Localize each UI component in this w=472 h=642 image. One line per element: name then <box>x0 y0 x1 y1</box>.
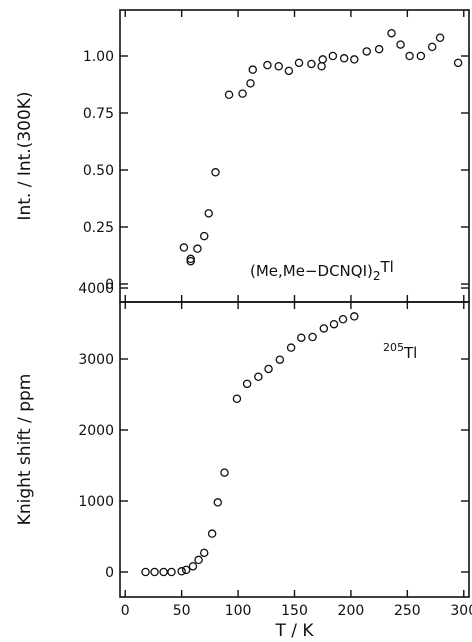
knight-shift-data-point <box>177 567 186 576</box>
top-ylabel: Int. / Int.(300K) <box>15 91 35 220</box>
isotope-symbol: Tl <box>403 344 417 362</box>
intensity-data-point <box>453 58 463 68</box>
bottom-panel: 0 1000 2000 3000 4000 0 50 100 150 200 2… <box>15 281 472 641</box>
knight-shift-data-point <box>264 364 273 374</box>
knight-shift-data-point <box>194 555 203 565</box>
knight-shift-data-point <box>338 314 348 324</box>
knight-shift-data-point <box>319 324 329 333</box>
intensity-data-point <box>405 51 414 61</box>
knight-shift-data-point <box>159 567 168 577</box>
knight-shift-data-point <box>308 332 317 342</box>
knight-shift-data-point <box>150 567 159 577</box>
isotope-label: 205Tl <box>383 341 417 362</box>
xtick-label: 200 <box>338 603 365 619</box>
intensity-data-point <box>416 51 426 61</box>
isotope-mass-number: 205 <box>383 341 404 354</box>
top-ytick-label: 0.25 <box>83 220 114 236</box>
intensity-data-point <box>374 44 384 54</box>
bottom-ytick-label: 3000 <box>78 352 114 368</box>
intensity-data-point <box>263 60 272 70</box>
compound-label: (Me,Me−DCNQI)2Tl <box>250 258 394 283</box>
knight-shift-data-point <box>181 565 191 575</box>
xtick-label: 0 <box>121 603 130 619</box>
intensity-data-point <box>274 62 283 71</box>
intensity-data-point <box>317 62 326 71</box>
intensity-data-point <box>307 59 316 69</box>
intensity-data-point <box>193 244 202 253</box>
top-ytick-label: 0.50 <box>83 163 114 179</box>
bottom-ytick-labels: 0 1000 2000 3000 4000 <box>78 281 114 581</box>
intensity-data-point <box>362 47 371 56</box>
top-ytick-label: 0.75 <box>83 106 114 122</box>
knight-shift-data-point <box>329 319 339 329</box>
intensity-data-point <box>396 40 405 49</box>
knight-shift-data-point <box>213 498 223 507</box>
knight-shift-data-point <box>275 355 285 364</box>
compound-label-tail: Tl <box>380 258 394 276</box>
top-ytick-label: 0 <box>105 277 114 293</box>
xtick-label: 250 <box>394 603 421 619</box>
xlabel: T / K <box>274 621 314 641</box>
intensity-data-point <box>238 89 247 98</box>
knight-shift-data-point <box>242 379 252 389</box>
top-ytick-labels: 0 0.25 0.50 0.75 1.00 <box>83 49 114 293</box>
top-panel-frame <box>119 9 470 303</box>
intensity-data-point <box>186 254 195 264</box>
top-ytick-label: 1.00 <box>83 49 114 65</box>
knight-shift-data-point <box>141 567 150 577</box>
intensity-data-point <box>204 209 213 218</box>
intensity-data-point <box>387 28 396 38</box>
intensity-data-point <box>199 231 209 241</box>
intensity-data-point <box>350 55 359 64</box>
knight-shift-data-point <box>254 372 263 381</box>
knight-shift-data-point <box>199 548 209 558</box>
knight-shift-data-point <box>350 312 359 321</box>
intensity-data-point <box>186 256 195 266</box>
bottom-ytick-label: 1000 <box>78 494 114 510</box>
knight-shift-data-point <box>167 567 176 577</box>
intensity-data-point <box>224 90 234 100</box>
intensity-data-point <box>339 54 349 63</box>
bottom-ylabel: Knight shift / ppm <box>15 374 35 526</box>
intensity-data-point <box>427 42 437 52</box>
knight-shift-data-point <box>188 562 198 571</box>
xtick-label: 300 <box>450 603 472 619</box>
knight-shift-data-point <box>286 343 296 352</box>
intensity-data-point <box>211 168 220 177</box>
knight-shift-data-point <box>232 394 242 404</box>
intensity-data-point <box>248 65 257 74</box>
xtick-label: 50 <box>173 603 191 619</box>
intensity-data-point <box>318 55 327 64</box>
intensity-data-point <box>246 79 255 88</box>
intensity-data-point <box>435 33 445 43</box>
top-panel: 0 0.25 0.50 0.75 1.00 Int. / Int.(300K) … <box>15 49 394 293</box>
bottom-ytick-label: 4000 <box>78 281 114 297</box>
knight-shift-data-point <box>297 333 306 342</box>
intensity-data-point <box>328 51 338 61</box>
intensity-data-point <box>179 243 189 252</box>
xtick-label: 100 <box>225 603 252 619</box>
bottom-ytick-label: 2000 <box>78 423 114 439</box>
compound-label-subscript: 2 <box>373 269 381 283</box>
knight-shift-data-point <box>207 529 217 538</box>
knight-shift-data-point <box>220 468 229 477</box>
bottom-ytick-label: 0 <box>105 565 114 581</box>
compound-label-main: (Me,Me−DCNQI) <box>250 262 373 280</box>
intensity-data-point <box>284 66 294 76</box>
xtick-label: 150 <box>281 603 308 619</box>
xtick-labels: 0 50 100 150 200 250 300 <box>121 603 472 619</box>
intensity-data-point <box>294 58 304 68</box>
